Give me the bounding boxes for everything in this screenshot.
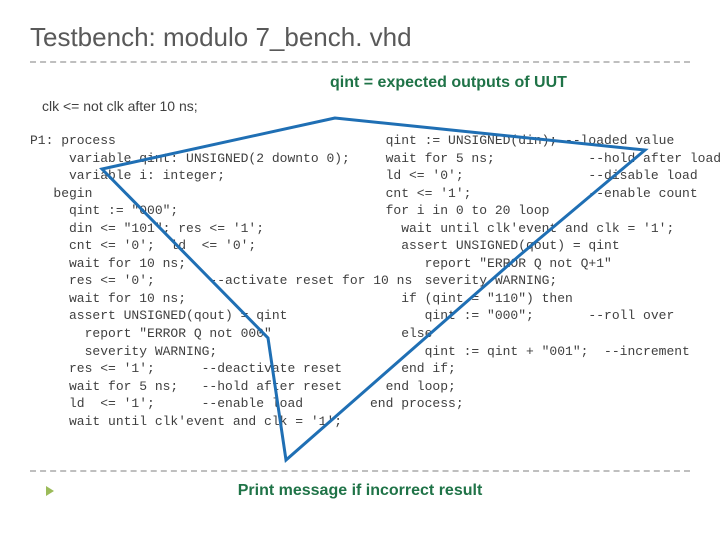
code-block-right: qint := UNSIGNED(din); --loaded value wa… (370, 132, 720, 413)
footer-divider (30, 470, 690, 472)
footer-message: Print message if incorrect result (0, 482, 720, 500)
code-block-left: P1: process variable qint: UNSIGNED(2 do… (30, 132, 412, 430)
clk-statement: clk <= not clk after 10 ns; (42, 98, 198, 114)
page-title: Testbench: modulo 7_bench. vhd (30, 22, 690, 53)
slide: Testbench: modulo 7_bench. vhd qint = ex… (0, 0, 720, 540)
title-underline (30, 61, 690, 63)
subtitle-text: qint = expected outputs of UUT (330, 74, 567, 92)
